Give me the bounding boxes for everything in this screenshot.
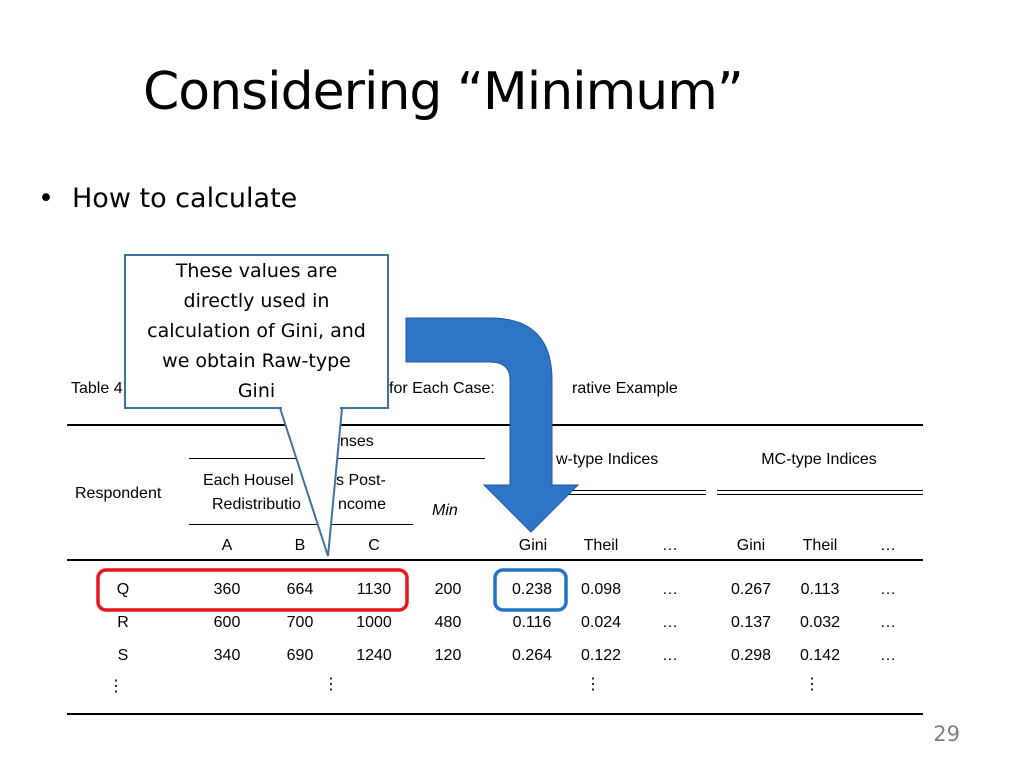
- cell-respondent: S: [117, 647, 129, 664]
- cell-gini-raw: 0.264: [511, 647, 553, 664]
- sub-header-more-raw: …: [662, 537, 678, 554]
- cell-c: 1130: [356, 581, 392, 598]
- income-rule: [189, 524, 413, 525]
- sub-header-theil-raw: Theil: [583, 537, 619, 554]
- sub-header-more-mc: …: [880, 537, 896, 554]
- cell-b: 700: [286, 614, 314, 631]
- table-bottom-rule: [67, 713, 923, 715]
- table-top-rule: [67, 424, 923, 426]
- header-min: Min: [432, 502, 458, 519]
- bullet-item: • How to calculate: [38, 183, 297, 214]
- cell-theil-mc: 0.142: [799, 647, 841, 664]
- vertical-ellipsis: ⋮: [323, 676, 339, 693]
- header-income-1: Each Housel: [203, 472, 294, 489]
- page-number: 29: [933, 722, 960, 746]
- callout-line: Gini: [237, 380, 276, 402]
- cell-theil-raw: 0.122: [580, 647, 622, 664]
- sub-header-gini-raw: Gini: [518, 537, 548, 554]
- cell-more-raw: …: [662, 647, 678, 664]
- mc-rule-2: [717, 494, 923, 495]
- cell-more-mc: …: [880, 614, 896, 631]
- cell-min: 200: [434, 581, 462, 598]
- cell-more-mc: …: [880, 581, 896, 598]
- raw-rule-1: [556, 490, 706, 491]
- mc-rule-1: [717, 490, 923, 491]
- table-caption: Table 4: [71, 380, 123, 398]
- cell-theil-mc: 0.032: [799, 614, 841, 631]
- cell-theil-raw: 0.024: [580, 614, 622, 631]
- header-responses: nses: [340, 433, 374, 450]
- sub-header-gini-mc: Gini: [736, 537, 766, 554]
- vertical-ellipsis: ⋮: [804, 676, 820, 693]
- callout-line: we obtain Raw-type: [162, 350, 351, 372]
- cell-more-raw: …: [662, 614, 678, 631]
- cell-more-raw: …: [662, 581, 678, 598]
- cell-a: 340: [213, 647, 241, 664]
- cell-c: 1240: [356, 647, 392, 664]
- caption-start: Table 4: [71, 380, 123, 397]
- header-bottom-rule: [67, 559, 923, 561]
- header-respondent: Respondent: [75, 485, 162, 502]
- vertical-ellipsis: ⋮: [585, 676, 601, 693]
- cell-gini-raw: 0.116: [512, 614, 552, 631]
- callout-text: These values are directly used in calcul…: [124, 256, 389, 406]
- cell-gini-mc: 0.137: [730, 614, 772, 631]
- cell-theil-raw: 0.098: [580, 581, 622, 598]
- sub-header-theil-mc: Theil: [802, 537, 838, 554]
- header-income-2: Redistributio: [212, 496, 301, 513]
- cell-a: 600: [213, 614, 241, 631]
- callout-line: calculation of Gini, and: [147, 320, 366, 342]
- cell-min: 480: [434, 614, 462, 631]
- cell-gini-raw: 0.238: [511, 581, 553, 598]
- cell-c: 1000: [356, 614, 392, 631]
- callout-box: [124, 254, 389, 409]
- cell-gini-mc: 0.298: [730, 647, 772, 664]
- header-raw-indices: w-type Indices: [556, 451, 659, 468]
- cell-gini-mc: 0.267: [730, 581, 772, 598]
- cell-b: 664: [286, 581, 314, 598]
- sub-header-a: A: [221, 537, 233, 554]
- responses-rule: [189, 458, 485, 459]
- bullet-text: How to calculate: [72, 183, 298, 214]
- cell-more-mc: …: [880, 647, 896, 664]
- vertical-ellipsis: ⋮: [108, 678, 124, 695]
- sub-header-b: B: [294, 537, 306, 554]
- sub-header-c: C: [368, 537, 380, 554]
- header-income-2b: ncome: [338, 496, 387, 513]
- caption-middle: for Each Case:: [389, 380, 495, 397]
- bullet-marker: •: [38, 183, 54, 214]
- cell-respondent: Q: [116, 581, 130, 598]
- raw-rule-2: [556, 494, 706, 495]
- cell-a: 360: [213, 581, 241, 598]
- cell-respondent: R: [117, 614, 129, 631]
- slide-title: Considering “Minimum”: [143, 62, 744, 122]
- caption-end: rative Example: [572, 380, 678, 397]
- callout-line: These values are: [175, 260, 338, 282]
- callout-line: directly used in: [183, 290, 330, 312]
- cell-theil-mc: 0.113: [800, 581, 840, 598]
- header-mc-indices: MC-type Indices: [761, 451, 877, 468]
- cell-min: 120: [434, 647, 462, 664]
- header-income-1b: s Post-: [336, 472, 386, 489]
- cell-b: 690: [286, 647, 314, 664]
